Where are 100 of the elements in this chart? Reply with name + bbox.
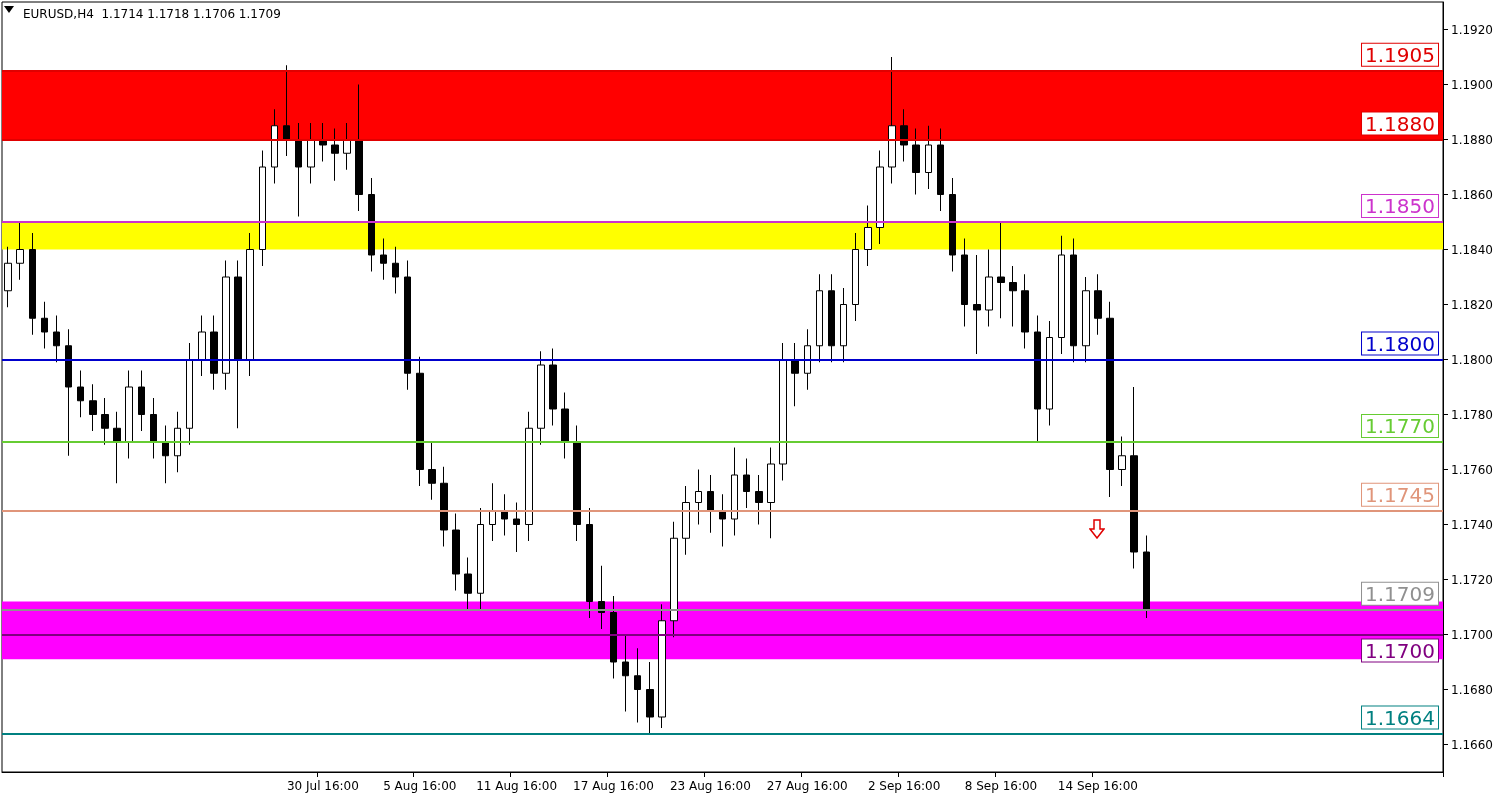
candlestick (622, 634, 629, 712)
candlestick (610, 595, 617, 679)
candlestick (852, 232, 859, 322)
candlestick (150, 397, 157, 459)
candlestick (1046, 320, 1053, 426)
candlestick (162, 425, 169, 484)
y-tick-label: 1.1720 (1451, 572, 1493, 587)
x-tick-label: 5 Aug 16:00 (383, 779, 457, 793)
candlestick (755, 474, 763, 525)
candlestick (271, 108, 278, 184)
ref-line-label: 1.1664 (1365, 705, 1435, 730)
candlestick (489, 482, 496, 542)
candlestick (53, 315, 60, 363)
candlestick (1034, 315, 1041, 443)
x-tick-label: 11 Aug 16:00 (476, 779, 558, 793)
y-tick-label: 1.1840 (1451, 242, 1493, 257)
candlestick (1070, 238, 1077, 363)
candlestick (658, 603, 666, 729)
candlestick (198, 315, 206, 377)
candlestick (89, 383, 97, 432)
candlestick (440, 466, 448, 547)
candlestick (779, 342, 787, 481)
y-tick-label: 1.1900 (1451, 77, 1493, 92)
candlestick (912, 128, 920, 195)
candlestick (1106, 301, 1114, 498)
candlestick (997, 221, 1005, 319)
candlestick (949, 177, 956, 272)
y-tick-label: 1.1780 (1451, 407, 1493, 422)
candlestick (210, 315, 218, 391)
candlestick (29, 232, 36, 336)
candlestick (1058, 235, 1065, 355)
x-tick-label: 8 Sep 16:00 (964, 779, 1038, 793)
candlestick (234, 260, 242, 429)
candlestick (876, 150, 884, 245)
candlestick (1130, 386, 1138, 569)
candlestick (1094, 273, 1102, 336)
candlestick (670, 521, 678, 638)
candlestick (174, 411, 181, 473)
ref-line-label: 1.1800 (1365, 331, 1435, 356)
candlestick (246, 232, 254, 377)
candlestick (222, 260, 230, 391)
text: EURUSD,H4 1.1714 1.1718 1.1706 1.1709 (23, 7, 281, 21)
ref-line-label: 1.1745 (1365, 482, 1435, 507)
ref-line-label: 1.1770 (1365, 414, 1435, 438)
y-tick-label: 1.1820 (1451, 297, 1493, 312)
candlestick (549, 348, 557, 426)
candlestick (428, 441, 436, 501)
y-tick-label: 1.1920 (1451, 22, 1493, 37)
candlestick (513, 502, 520, 553)
candlestick (682, 485, 690, 556)
candlestick (295, 122, 302, 217)
candlestick (125, 370, 133, 459)
y-tick-label: 1.1760 (1451, 462, 1493, 477)
candlestick (368, 177, 375, 272)
candlestick (731, 447, 738, 536)
candlestick (634, 647, 641, 723)
candlestick (283, 64, 290, 157)
ref-line-label: 1.1700 (1365, 638, 1435, 663)
candlestick (138, 370, 145, 432)
ref-line-label: 1.1880 (1365, 111, 1435, 136)
candlestick (743, 458, 750, 509)
y-tick-label: 1.1660 (1451, 737, 1493, 752)
candlestick (1021, 273, 1029, 349)
candlestick (101, 397, 109, 446)
candlestick (477, 507, 484, 611)
x-tick-label: 27 Aug 16:00 (766, 779, 848, 793)
candlestick (16, 221, 24, 281)
x-tick-label: 23 Aug 16:00 (669, 779, 751, 793)
y-tick-label: 1.1800 (1451, 352, 1493, 367)
candlestick (1082, 276, 1090, 363)
candlestick (404, 260, 411, 391)
candlestick (355, 84, 363, 212)
candlestick (767, 447, 775, 539)
candlestick (464, 557, 472, 611)
candlestick (840, 287, 847, 363)
candlestick (791, 342, 799, 407)
ref-line-label: 1.1850 (1365, 194, 1435, 218)
candlestick (900, 108, 908, 162)
candlestick (307, 122, 315, 184)
candlestick (537, 350, 545, 446)
candlestick (646, 661, 654, 734)
candlestick (525, 411, 533, 542)
candlestick (973, 254, 981, 355)
candlestick (452, 513, 460, 591)
x-tick-label: 17 Aug 16:00 (573, 779, 654, 793)
candlestick (937, 128, 944, 212)
candlestick (331, 128, 339, 182)
candlestick (985, 249, 993, 327)
candlestick (573, 425, 581, 542)
candlestick (816, 273, 823, 363)
candlestick (380, 238, 387, 281)
candlestick (804, 328, 811, 391)
candlestick (41, 301, 48, 349)
y-tick-label: 1.1700 (1451, 627, 1493, 642)
y-tick-label: 1.1680 (1451, 682, 1493, 697)
candlestick (416, 356, 424, 487)
candlestick (186, 342, 193, 446)
candlestick (719, 493, 726, 547)
candlestick (695, 469, 702, 525)
candlestick (77, 370, 84, 418)
